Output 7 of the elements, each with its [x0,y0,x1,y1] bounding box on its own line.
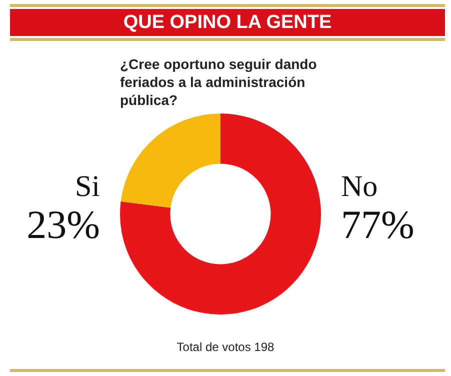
slice-label: No [341,170,378,203]
chart-title: QUE OPINO LA GENTE [10,9,445,36]
data-label: 23% [26,202,100,247]
slice-label: Si [74,170,100,203]
chart-subtitle: ¿Cree oportuno seguir dando feriados a la administración pública? [120,55,318,109]
text: Total de votos 198 [176,340,276,354]
data-label: 77% [341,202,414,247]
